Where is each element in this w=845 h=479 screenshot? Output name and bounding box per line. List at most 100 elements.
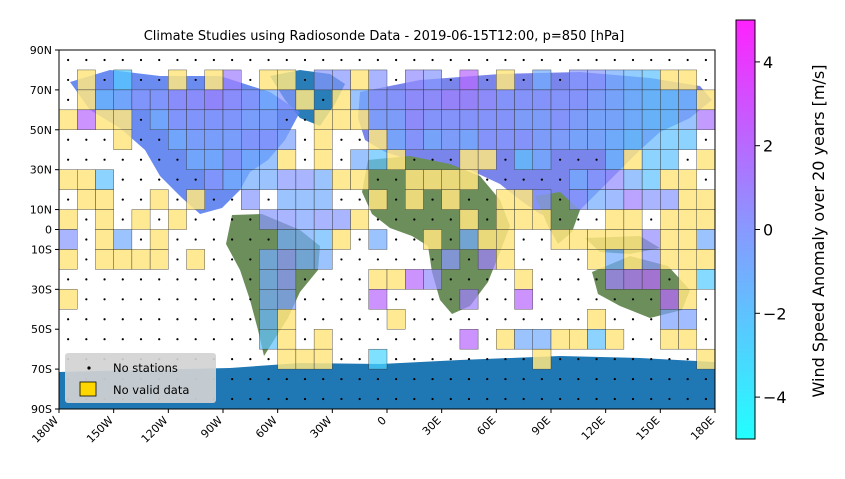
no-station-dot (395, 358, 398, 361)
no-station-dot (158, 58, 161, 62)
no-station-dot (413, 358, 416, 361)
no-station-dot (340, 318, 343, 321)
no-station-dot (413, 338, 416, 341)
anomaly-cell (277, 269, 297, 290)
anomaly-cells (59, 69, 715, 370)
no-station-dot (395, 377, 398, 381)
no-station-dot (577, 377, 580, 381)
no-valid-data-cell (678, 169, 697, 190)
no-station-dot (358, 397, 361, 401)
anomaly-cell (423, 109, 442, 130)
no-station-dot (449, 238, 452, 241)
no-station-dot (67, 158, 70, 161)
no-valid-data-cell (696, 209, 715, 230)
no-station-dot (449, 278, 452, 281)
no-station-dot (376, 318, 379, 321)
anomaly-cell (241, 129, 260, 150)
no-station-dot (613, 397, 616, 401)
anomaly-cell (496, 109, 515, 130)
anomaly-cell (514, 109, 533, 130)
no-station-dot (631, 358, 635, 361)
no-station-dot (559, 318, 562, 321)
anomaly-cell (641, 109, 661, 130)
anomaly-cell (386, 89, 406, 111)
no-station-dot (449, 397, 452, 401)
no-station-dot (395, 397, 398, 401)
x-tick-label: 0 (375, 414, 389, 428)
anomaly-cell (168, 89, 187, 111)
no-station-dot (322, 397, 325, 401)
no-station-dot (340, 338, 343, 341)
anomaly-cell (532, 69, 552, 91)
no-station-dot (322, 318, 325, 321)
anomaly-cell (423, 129, 442, 150)
no-station-dot (85, 278, 88, 281)
anomaly-cell (496, 129, 515, 150)
anomaly-cell (678, 309, 697, 330)
anomaly-cell (350, 89, 369, 111)
anomaly-cell (660, 289, 679, 310)
no-valid-data-cell (168, 69, 187, 91)
no-station-dot (577, 158, 580, 161)
no-valid-data-cell (59, 109, 78, 130)
no-valid-data-cell (386, 309, 406, 330)
no-valid-data-cell (149, 189, 169, 210)
no-valid-data-cell (168, 209, 187, 230)
no-valid-data-cell (368, 269, 388, 290)
no-station-dot (686, 377, 689, 381)
x-tick-label: 60E (474, 414, 498, 438)
no-valid-data-cell (95, 209, 114, 230)
y-tick-label: 10S (31, 243, 52, 256)
no-station-dot (467, 377, 471, 381)
no-station-dot (595, 278, 598, 281)
no-valid-data-cell (95, 109, 114, 130)
no-station-dot (231, 198, 234, 201)
anomaly-cell (222, 169, 242, 190)
no-valid-data-cell (696, 249, 715, 270)
no-station-dot (121, 58, 124, 62)
no-station-dot (67, 318, 70, 321)
no-station-dot (559, 258, 562, 261)
no-station-dot (449, 218, 452, 221)
no-station-dot (231, 377, 234, 381)
no-valid-data-cell (77, 69, 96, 91)
anomaly-cell (532, 109, 552, 130)
no-station-dot (194, 238, 197, 241)
no-valid-data-cell (295, 348, 315, 370)
anomaly-cell (277, 89, 297, 111)
no-station-dot (358, 58, 361, 62)
anomaly-cell (350, 149, 369, 170)
no-station-dot (395, 78, 398, 82)
no-station-dot (595, 298, 598, 301)
anomaly-cell (405, 269, 424, 290)
anomaly-cell (204, 89, 224, 111)
colorbar-tick-label: 2 (763, 137, 773, 156)
anomaly-cell (623, 189, 643, 210)
no-station-dot (303, 377, 307, 381)
no-station-dot (540, 298, 543, 301)
no-station-dot (559, 358, 562, 361)
legend-no-stations-marker (87, 366, 91, 370)
no-valid-data-cell (605, 209, 625, 230)
anomaly-cell (222, 129, 242, 150)
anomaly-cell (660, 129, 679, 150)
no-station-dot (212, 338, 215, 341)
no-station-dot (67, 338, 70, 341)
no-valid-data-cell (259, 69, 278, 91)
no-station-dot (467, 318, 471, 321)
anomaly-cell (259, 249, 278, 270)
no-station-dot (340, 158, 343, 161)
no-station-dot (467, 258, 471, 261)
no-valid-data-cell (131, 209, 151, 230)
no-station-dot (158, 158, 161, 161)
no-station-dot (522, 397, 525, 401)
no-station-dot (139, 318, 143, 321)
no-station-dot (139, 58, 143, 62)
no-station-dot (85, 258, 88, 261)
no-station-dot (358, 198, 361, 201)
anomaly-cell (477, 129, 497, 150)
no-valid-data-cell (332, 109, 351, 130)
no-station-dot (431, 318, 434, 321)
no-valid-data-cell (477, 229, 497, 250)
no-station-dot (340, 258, 343, 261)
